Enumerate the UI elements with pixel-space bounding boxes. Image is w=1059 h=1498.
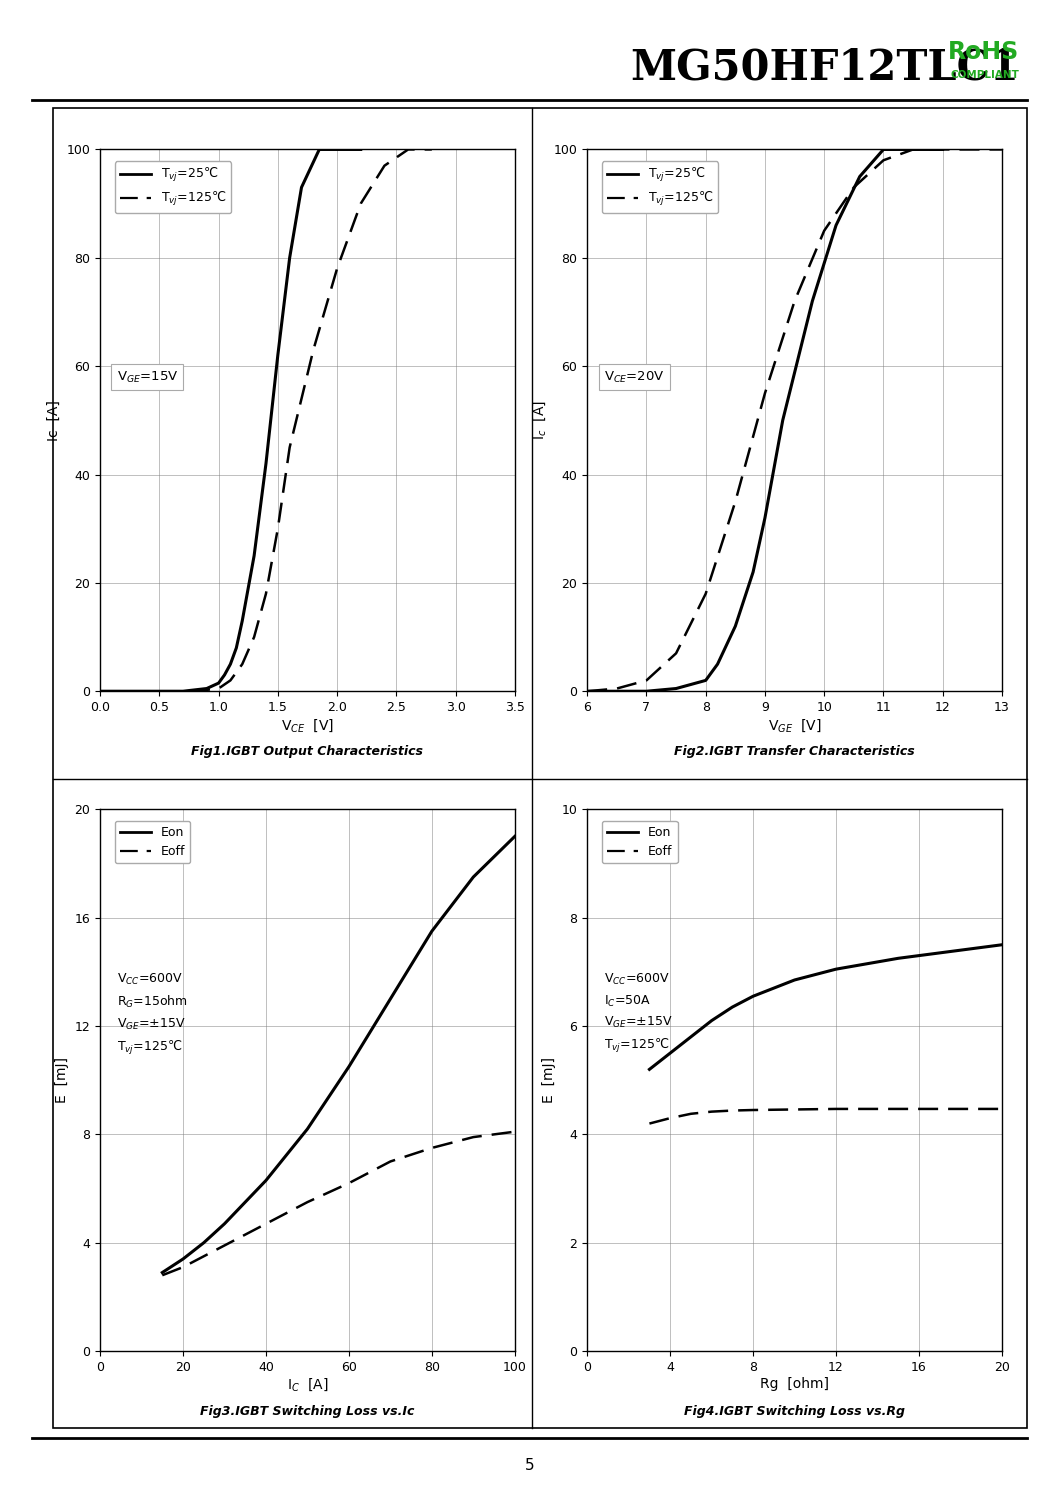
- X-axis label: Rg  [ohm]: Rg [ohm]: [760, 1377, 829, 1390]
- Legend: T$_{vj}$=25℃, T$_{vj}$=125℃: T$_{vj}$=25℃, T$_{vj}$=125℃: [114, 162, 231, 213]
- Y-axis label: E  [mJ]: E [mJ]: [542, 1058, 556, 1103]
- Y-axis label: E  [mJ]: E [mJ]: [55, 1058, 69, 1103]
- X-axis label: V$_{CE}$  [V]: V$_{CE}$ [V]: [281, 716, 334, 734]
- Text: 5: 5: [524, 1458, 535, 1473]
- Text: V$_{CE}$=20V: V$_{CE}$=20V: [604, 370, 665, 385]
- Text: Fig1.IGBT Output Characteristics: Fig1.IGBT Output Characteristics: [192, 746, 424, 758]
- Text: V$_{CC}$=600V
R$_{G}$=15ohm
V$_{GE}$=±15V
T$_{vj}$=125℃: V$_{CC}$=600V R$_{G}$=15ohm V$_{GE}$=±15…: [116, 972, 187, 1058]
- Legend: T$_{vj}$=25℃, T$_{vj}$=125℃: T$_{vj}$=25℃, T$_{vj}$=125℃: [602, 162, 718, 213]
- Legend: Eon, Eoff: Eon, Eoff: [602, 821, 678, 863]
- Text: MG50HF12TLC1: MG50HF12TLC1: [630, 46, 1019, 88]
- Text: Fig2.IGBT Transfer Characteristics: Fig2.IGBT Transfer Characteristics: [675, 746, 915, 758]
- Y-axis label: I$_{c}$  [A]: I$_{c}$ [A]: [532, 400, 549, 440]
- X-axis label: I$_{C}$  [A]: I$_{C}$ [A]: [287, 1377, 328, 1393]
- Legend: Eon, Eoff: Eon, Eoff: [114, 821, 191, 863]
- Text: V$_{CC}$=600V
I$_{C}$=50A
V$_{GE}$=±15V
T$_{vj}$=125℃: V$_{CC}$=600V I$_{C}$=50A V$_{GE}$=±15V …: [604, 972, 672, 1056]
- Text: COMPLIANT: COMPLIANT: [951, 70, 1020, 79]
- Text: Fig3.IGBT Switching Loss vs.Ic: Fig3.IGBT Switching Loss vs.Ic: [200, 1405, 415, 1419]
- Text: RoHS: RoHS: [948, 40, 1019, 64]
- Y-axis label: Ic  [A]: Ic [A]: [47, 400, 61, 440]
- Text: V$_{GE}$=15V: V$_{GE}$=15V: [116, 370, 178, 385]
- Text: Fig4.IGBT Switching Loss vs.Rg: Fig4.IGBT Switching Loss vs.Rg: [684, 1405, 905, 1419]
- X-axis label: V$_{GE}$  [V]: V$_{GE}$ [V]: [768, 716, 822, 734]
